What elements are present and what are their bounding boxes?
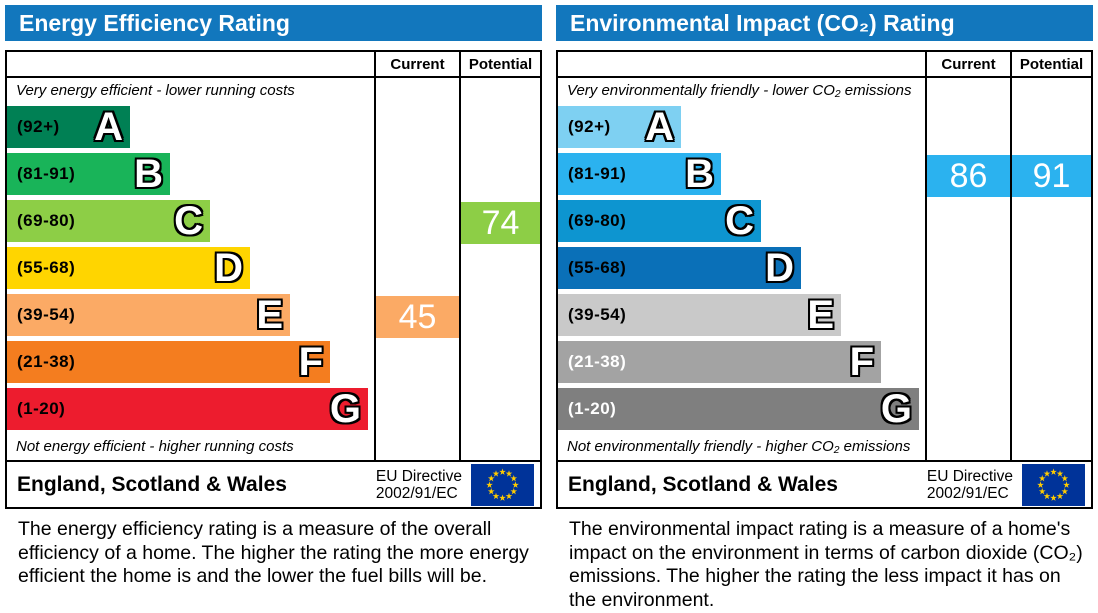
band-range-label: (81-91): [17, 164, 76, 183]
potential-column-header: Potential: [461, 52, 540, 78]
band-range-label: (69-80): [568, 211, 627, 230]
band-bar-g: (1-20) G: [7, 388, 368, 430]
energy-potential-indicator: 74: [461, 202, 540, 244]
band-row-a: (92+) A: [558, 106, 1091, 148]
band-letter: E: [256, 293, 283, 337]
energy-chart-box: Very energy efficient - lower running co…: [5, 50, 542, 462]
band-letter: C: [174, 199, 203, 243]
band-letter: F: [849, 340, 874, 384]
band-range-label: (1-20): [568, 399, 617, 418]
energy-panel-title: Energy Efficiency Rating: [5, 5, 542, 41]
band-bar-g: (1-20) G: [558, 388, 919, 430]
band-range-label: (55-68): [17, 258, 76, 277]
co2-current-value: 86: [949, 157, 988, 195]
band-letter: G: [329, 387, 361, 431]
band-range-label: (81-91): [568, 164, 627, 183]
band-letter: F: [298, 340, 323, 384]
band-letter: A: [94, 105, 123, 149]
band-row-b: (81-91) B: [558, 153, 1091, 195]
co2-current-column: Current 86: [925, 52, 1010, 460]
band-row-a: (92+) A: [7, 106, 540, 148]
band-row-c: (69-80) C: [7, 200, 540, 242]
eu-flag-icon: [1022, 463, 1085, 506]
co2-description-text: The environmental impact rating is a mea…: [569, 518, 1083, 611]
band-row-e: (39-54) E: [7, 294, 540, 336]
co2-potential-column: Potential 91: [1010, 52, 1091, 460]
band-row-b: (81-91) B: [7, 153, 540, 195]
co2-note-top: Very environmentally friendly - lower CO…: [567, 82, 912, 99]
band-bar-a: (92+) A: [558, 106, 681, 148]
band-bar-a: (92+) A: [7, 106, 130, 148]
energy-note-top: Very energy efficient - lower running co…: [16, 82, 295, 99]
band-row-g: (1-20) G: [558, 388, 1091, 430]
band-letter: E: [807, 293, 834, 337]
co2-current-indicator: 86: [927, 155, 1010, 197]
band-letter: D: [765, 246, 794, 290]
band-letter: C: [725, 199, 754, 243]
energy-current-value: 45: [398, 298, 437, 336]
environmental-impact-panel: Environmental Impact (CO₂) Rating Very e…: [556, 5, 1093, 612]
eu-directive-label: EU Directive 2002/91/EC: [375, 467, 462, 502]
band-letter: B: [134, 152, 163, 196]
band-bar-d: (55-68) D: [7, 247, 250, 289]
region-label: England, Scotland & Wales: [568, 472, 838, 496]
energy-potential-value: 74: [481, 204, 520, 242]
co2-footer: England, Scotland & Wales EU Directive 2…: [556, 460, 1093, 509]
band-bar-c: (69-80) C: [7, 200, 210, 242]
band-bar-f: (21-38) F: [558, 341, 881, 383]
band-bar-c: (69-80) C: [558, 200, 761, 242]
energy-current-indicator: 45: [376, 296, 459, 338]
band-row-d: (55-68) D: [558, 247, 1091, 289]
band-row-c: (69-80) C: [558, 200, 1091, 242]
band-range-label: (55-68): [568, 258, 627, 277]
band-range-label: (21-38): [17, 352, 76, 371]
co2-header-row: [558, 52, 1091, 78]
co2-chart-box: Very environmentally friendly - lower CO…: [556, 50, 1093, 462]
band-bar-e: (39-54) E: [7, 294, 290, 336]
band-range-label: (1-20): [17, 399, 66, 418]
current-column-header: Current: [927, 52, 1010, 78]
energy-current-column: Current 45: [374, 52, 459, 460]
potential-column-header: Potential: [1012, 52, 1091, 78]
band-row-f: (21-38) F: [7, 341, 540, 383]
co2-potential-value: 91: [1032, 157, 1071, 195]
band-range-label: (92+): [568, 117, 611, 136]
energy-header-row: [7, 52, 540, 78]
co2-potential-indicator: 91: [1012, 155, 1091, 197]
band-row-e: (39-54) E: [558, 294, 1091, 336]
band-range-label: (39-54): [17, 305, 76, 324]
band-bar-f: (21-38) F: [7, 341, 330, 383]
co2-note-bottom: Not environmentally friendly - higher CO…: [567, 438, 911, 455]
band-range-label: (39-54): [568, 305, 627, 324]
band-range-label: (21-38): [568, 352, 627, 371]
energy-note-bottom: Not energy efficient - higher running co…: [16, 438, 294, 455]
co2-chart-body: Very environmentally friendly - lower CO…: [558, 80, 1091, 460]
energy-description-text: The energy efficiency rating is a measur…: [18, 518, 529, 588]
band-row-f: (21-38) F: [558, 341, 1091, 383]
energy-potential-column: Potential 74: [459, 52, 540, 460]
energy-chart-body: Very energy efficient - lower running co…: [7, 80, 540, 460]
band-bar-b: (81-91) B: [7, 153, 170, 195]
band-bar-e: (39-54) E: [558, 294, 841, 336]
band-bar-b: (81-91) B: [558, 153, 721, 195]
band-range-label: (92+): [17, 117, 60, 136]
energy-efficiency-panel: Energy Efficiency Rating Very energy eff…: [5, 5, 542, 612]
band-letter: A: [645, 105, 674, 149]
eu-flag-icon: [471, 463, 534, 506]
band-letter: B: [685, 152, 714, 196]
band-range-label: (69-80): [17, 211, 76, 230]
region-label: England, Scotland & Wales: [17, 472, 287, 496]
energy-footer: England, Scotland & Wales EU Directive 2…: [5, 460, 542, 509]
current-column-header: Current: [376, 52, 459, 78]
eu-directive-label: EU Directive 2002/91/EC: [926, 467, 1013, 502]
band-letter: D: [214, 246, 243, 290]
band-bar-d: (55-68) D: [558, 247, 801, 289]
band-row-d: (55-68) D: [7, 247, 540, 289]
co2-panel-title: Environmental Impact (CO₂) Rating: [556, 5, 1093, 41]
band-letter: G: [880, 387, 912, 431]
band-row-g: (1-20) G: [7, 388, 540, 430]
